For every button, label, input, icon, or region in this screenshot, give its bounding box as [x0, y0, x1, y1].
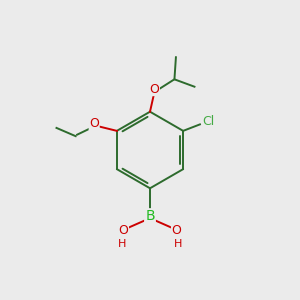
Text: H: H [174, 238, 182, 249]
Text: H: H [118, 238, 126, 249]
Text: O: O [89, 117, 99, 130]
Text: O: O [172, 224, 182, 238]
Text: B: B [145, 209, 155, 223]
Text: O: O [149, 82, 159, 95]
Text: O: O [118, 224, 128, 238]
Text: Cl: Cl [202, 115, 214, 128]
